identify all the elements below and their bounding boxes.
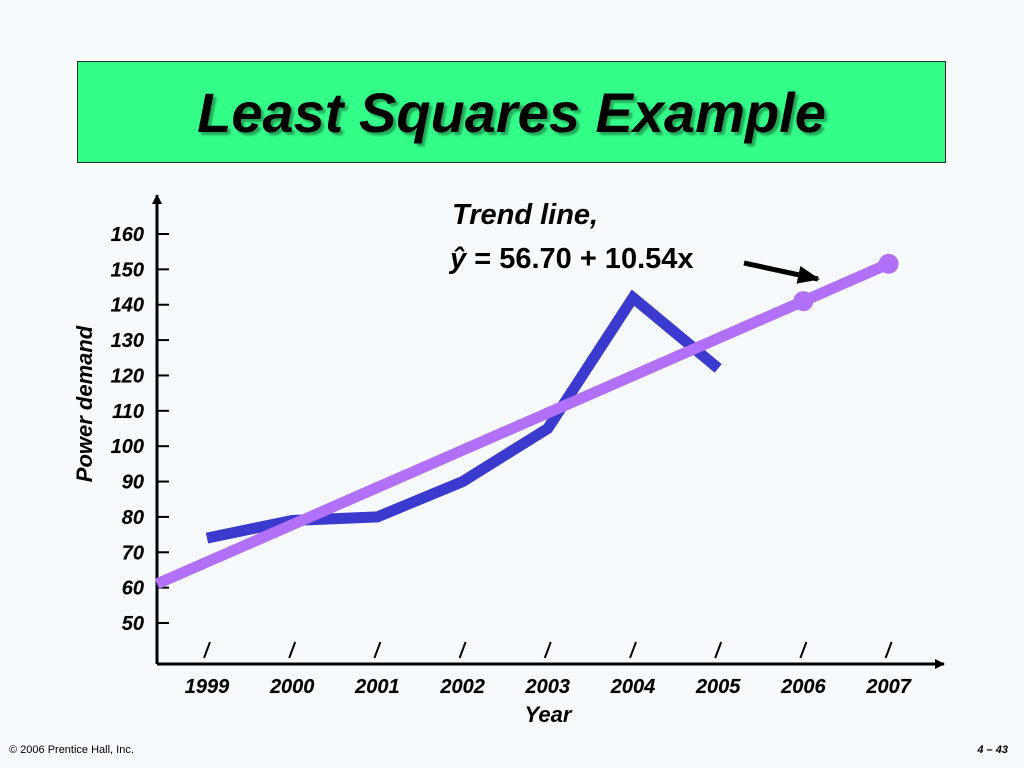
footer-page-number: 4 – 43 — [977, 744, 1008, 756]
y-tick-label: 60 — [122, 578, 144, 600]
series-actual-demand-line — [205, 289, 722, 544]
forecast-point — [878, 253, 899, 274]
x-tick — [629, 641, 637, 659]
y-tick-label: 70 — [122, 542, 144, 564]
forecast-point — [793, 291, 814, 312]
y-tick-label: 50 — [122, 613, 144, 635]
x-tick — [543, 641, 552, 659]
footer-copyright: © 2006 Prentice Hall, Inc. — [9, 744, 134, 756]
annotation-yhat: ŷ — [448, 243, 468, 275]
x-tick — [884, 641, 893, 659]
x-tick-label: 2007 — [865, 676, 911, 698]
series-trend-line — [154, 258, 891, 589]
x-tick-label: 2000 — [269, 676, 315, 698]
y-tick-label: 150 — [111, 259, 144, 281]
x-tick — [288, 641, 297, 659]
y-tick-label: 90 — [122, 472, 144, 494]
y-tick-label: 140 — [111, 295, 144, 317]
x-tick-label: 1999 — [185, 676, 230, 698]
x-axis-title: Year — [525, 702, 573, 727]
y-tick-label: 100 — [111, 436, 144, 458]
title-box: Least Squares Example — [77, 61, 946, 163]
x-tick — [714, 641, 723, 659]
x-tick-label: 2004 — [610, 676, 656, 698]
annotation-label: Trend line, — [452, 199, 598, 231]
x-tick — [458, 641, 467, 659]
y-axis-title: Power demand — [72, 325, 97, 482]
y-tick-label: 110 — [112, 401, 144, 423]
annotation-equation-rhs: = 56.70 + 10.54x — [466, 243, 693, 275]
y-tick-label: 80 — [122, 507, 144, 529]
x-tick — [373, 641, 382, 659]
x-tick — [203, 641, 211, 659]
annotation-arrow — [743, 260, 820, 284]
slide-title: Least Squares Example — [197, 80, 826, 144]
x-tick-label: 2006 — [780, 676, 826, 698]
y-tick-label: 160 — [111, 224, 144, 246]
annotation-equation: ŷ = 56.70 + 10.54x — [448, 243, 694, 275]
x-tick — [799, 641, 808, 659]
x-tick-label: 2001 — [354, 676, 400, 698]
x-tick-label: 2002 — [439, 676, 485, 698]
x-tick-label: 2003 — [525, 676, 571, 698]
y-tick-label: 120 — [111, 365, 144, 387]
x-tick-label: 2005 — [695, 676, 741, 698]
y-tick-label: 130 — [111, 330, 144, 352]
